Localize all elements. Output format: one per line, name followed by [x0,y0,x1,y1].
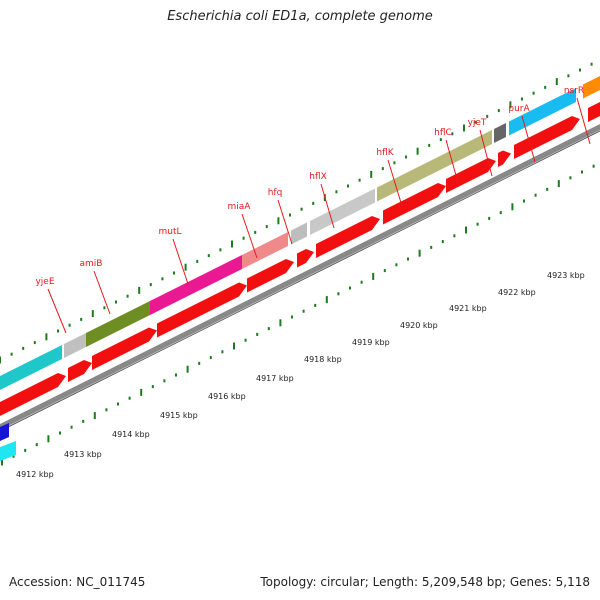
gene-leader-line [47,288,67,334]
kbp-label: 4919 kbp [352,338,390,347]
gene-segment [441,130,492,170]
cds-arrow [316,216,380,258]
gene-leader-line [241,213,258,259]
kbp-label: 4921 kbp [449,304,487,313]
kbp-label: 4913 kbp [64,450,102,459]
gene-label-hflC: hflC [434,128,452,138]
gene-segment [242,232,288,269]
gene-leader-line [479,129,493,177]
kbp-label: 4922 kbp [498,288,536,297]
cds-arrow [498,150,511,167]
gene-label-hflK: hflK [376,148,394,158]
gene-label-purA: purA [508,104,530,114]
gene-segment [64,333,86,358]
cyan-fragment [0,441,16,461]
genome-summary-text: Topology: circular; Length: 5,209,548 bp… [260,575,590,589]
cds-arrow [247,259,294,293]
cds-arrow [383,183,446,225]
gene-leader-line [387,159,403,207]
cds-arrow [157,282,247,338]
cds-arrow [68,360,92,382]
genome-title: Escherichia coli ED1a, complete genome [167,9,433,24]
kbp-label: 4920 kbp [400,321,438,330]
gene-segment [509,88,576,136]
gene-leader-line [93,270,111,315]
gene-label-yjeT: yjeT [468,118,487,128]
gene-leader-line [172,238,189,285]
colored-gene-track [0,76,600,390]
cds-arrow [0,373,66,416]
gene-segment [0,345,62,390]
gene-label-mutL: mutL [158,227,181,237]
gene-leader-line [445,139,460,187]
gene-segment [377,155,441,202]
kbp-label: 4916 kbp [208,392,246,401]
gene-leader-line [277,199,293,245]
kbp-label: 4912 kbp [16,470,54,479]
gene-segment [583,76,600,99]
cds-arrow [92,327,157,370]
scale-tick-ruler [1,164,595,466]
kbp-label: 4917 kbp [256,374,294,383]
gene-segment [494,123,506,143]
gene-segment [310,188,375,235]
gene-label-miaA: miaA [228,202,252,212]
gene-tick-ruler [0,62,593,364]
gene-label-layer: yjeE amiB mutL miaA hfq hflX hflK hflC yjeT purA n… [35,86,591,334]
gene-leader-line [576,97,591,145]
gene-segment [291,222,307,245]
cds-arrow-track [0,102,600,461]
blue-fragment [0,423,9,441]
kbp-label: 4918 kbp [304,355,342,364]
kbp-label: 4915 kbp [160,411,198,420]
gene-leader-line [320,183,335,229]
gene-leader-line [521,115,536,163]
backbone-edge [0,130,600,432]
backbone-track [0,124,600,432]
gene-label-amiB: amiB [80,259,103,269]
gene-segment [150,255,242,315]
gene-label-yjeE: yjeE [35,277,54,287]
backbone-band [0,124,600,430]
gene-label-nsrR: nsrR [564,86,584,96]
kbp-label: 4914 kbp [112,430,150,439]
kbp-label: 4923 kbp [547,271,585,280]
gene-label-hflX: hflX [309,172,327,182]
accession-text: Accession: NC_011745 [9,575,146,589]
cds-arrow [514,116,580,159]
cds-arrow [297,249,314,268]
kbp-label-layer: 4912 kbp 4913 kbp 4914 kbp 4915 kbp 4916 kbp… [16,271,585,479]
gene-segment [86,301,150,347]
gene-label-hfq: hfq [268,188,283,198]
cds-arrow [588,102,600,122]
